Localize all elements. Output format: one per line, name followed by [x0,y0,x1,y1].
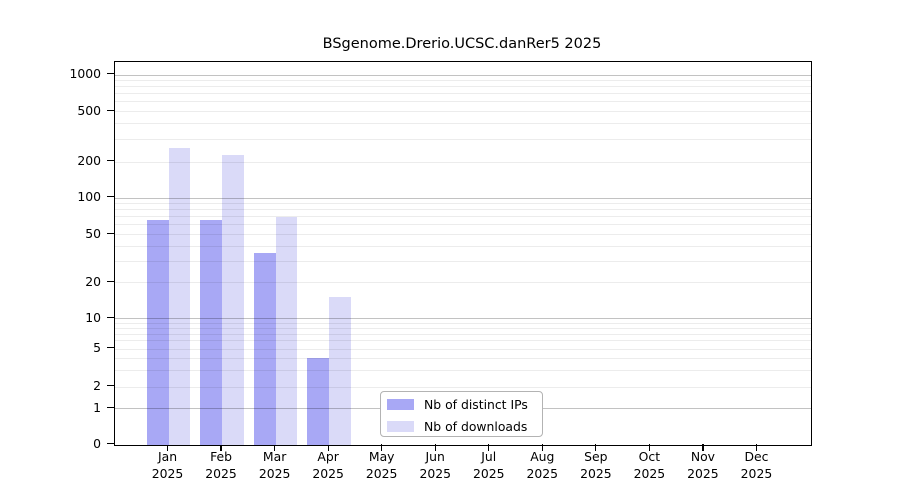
minor-gridline [115,234,811,235]
y-tick-mark [107,347,114,349]
minor-gridline [115,260,811,262]
x-tick-mark [327,444,329,451]
y-tick-label: 20 [85,273,101,289]
minor-gridline [115,216,811,218]
x-tick-label-mar: Mar 2025 [258,449,291,481]
x-tick-mark [702,444,704,451]
minor-gridline [115,386,811,388]
x-tick-label-jun: Jun 2025 [419,449,451,481]
minor-gridline [115,369,811,371]
y-tick-label: 1000 [69,66,101,81]
x-tick-label-feb: Feb 2025 [205,449,237,481]
minor-gridline [115,282,811,283]
minor-gridline [115,327,811,329]
minor-gridline [115,80,811,82]
minor-gridline [115,123,811,125]
minor-gridline [115,203,811,205]
x-tick-label-may: May 2025 [365,449,398,481]
y-tick-label: 10 [85,309,101,325]
minor-gridline [115,348,811,350]
x-tick-mark [166,444,169,451]
bar-distinct-ips-feb [200,219,223,445]
x-tick-mark [274,444,276,451]
y-tick-mark [107,196,114,198]
bar-downloads-mar [275,216,298,445]
bar-distinct-ips-apr [307,358,330,445]
x-tick-mark [488,444,490,451]
x-tick-mark [434,444,436,451]
minor-gridline [115,93,811,95]
downloads-swatch-icon [387,420,414,432]
x-tick-label-oct: Oct 2025 [633,449,666,481]
y-tick-label: 5 [93,340,101,355]
major-gridline [115,74,811,76]
bar-distinct-ips-mar [253,253,276,445]
minor-gridline [115,340,811,342]
y-tick-label: 200 [77,153,101,168]
y-tick-mark [107,73,114,75]
distinct-ips-swatch-icon [387,398,414,410]
bar-downloads-jan [168,147,191,445]
x-tick-label-apr: Apr 2025 [312,449,344,481]
minor-gridline [115,333,811,335]
x-tick-mark [755,444,758,451]
major-gridline [115,318,811,319]
y-tick-mark [107,109,114,111]
y-tick-label: 500 [77,102,101,118]
minor-gridline [115,86,811,88]
minor-gridline [115,139,811,141]
x-tick-label-aug: Aug 2025 [526,449,559,481]
minor-gridline [115,245,811,247]
minor-gridline [115,224,811,226]
legend-item-downloads: Nb of downloads [387,415,536,437]
bar-downloads-feb [222,155,244,445]
legend-label-downloads: Nb of downloads [424,418,528,434]
major-gridline [115,197,811,199]
bar-downloads-apr [329,297,351,445]
legend-item-distinct-ips: Nb of distinct IPs [387,393,536,415]
legend-label-distinct-ips: Nb of distinct IPs [424,396,528,412]
y-tick-label: 50 [85,225,101,241]
minor-gridline [115,209,811,211]
y-tick-mark [107,406,114,408]
y-tick-mark [107,160,114,162]
x-tick-label-jul: Jul 2025 [472,449,505,481]
x-tick-mark [541,444,543,451]
y-tick-label: 2 [93,378,101,393]
minor-gridline [115,322,811,324]
x-tick-mark [381,444,383,451]
minor-gridline [115,161,811,163]
minor-gridline [115,101,811,103]
minor-gridline [115,357,811,359]
y-tick-mark [107,443,114,445]
x-tick-label-nov: Nov 2025 [687,449,719,481]
y-tick-mark [107,316,114,318]
y-tick-mark [107,232,114,234]
chart-title: BSgenome.Drerio.UCSC.danRer5 2025 [322,36,602,52]
x-tick-label-sep: Sep 2025 [580,449,612,481]
y-tick-label: 0 [93,436,101,451]
x-tick-mark [220,444,222,451]
legend: Nb of distinct IPs Nb of downloads [380,391,543,437]
y-tick-mark [107,280,114,282]
x-tick-mark [648,444,650,451]
minor-gridline [115,111,811,112]
x-tick-label-dec: Dec 2025 [740,449,773,481]
y-tick-mark [107,385,114,387]
y-tick-label: 100 [77,189,101,204]
y-tick-label: 1 [93,399,101,415]
x-tick-mark [595,444,597,451]
plot-area [114,61,812,446]
x-tick-label-jan: Jan 2025 [151,449,184,481]
bar-distinct-ips-jan [146,219,169,445]
